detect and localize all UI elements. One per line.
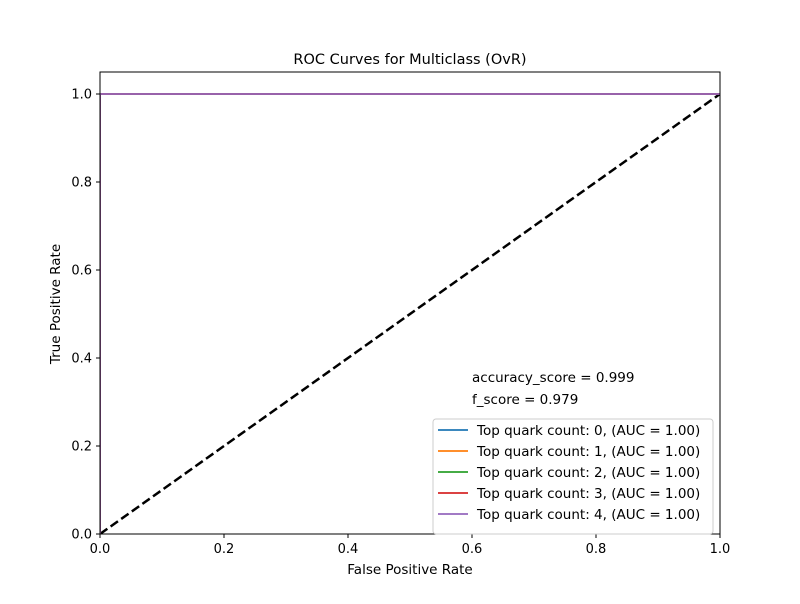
y-tick-label-1: 0.2 bbox=[71, 440, 92, 455]
x-tick-label-1: 0.2 bbox=[214, 542, 235, 557]
axis-ticks: 0.0 0.2 0.4 0.6 0.8 1.0 0.0 0.2 0.4 0.6 0.8 1.0 bbox=[71, 88, 730, 558]
x-tick-label-2: 0.4 bbox=[338, 542, 359, 557]
legend-label-2: Top quark count: 2, (AUC = 1.00) bbox=[476, 465, 700, 481]
legend: Top quark count: 0, (AUC = 1.00) Top quar… bbox=[432, 418, 714, 535]
plot-inner bbox=[100, 92, 720, 534]
y-axis-label: True Positive Rate bbox=[48, 244, 64, 365]
axes-frame bbox=[99, 71, 721, 535]
x-tick-label-4: 0.8 bbox=[586, 542, 607, 557]
legend-label-3: Top quark count: 3, (AUC = 1.00) bbox=[476, 486, 700, 502]
reference-diagonal-line bbox=[100, 92, 720, 534]
legend-label-0: Top quark count: 0, (AUC = 1.00) bbox=[476, 423, 700, 439]
legend-box bbox=[432, 418, 714, 535]
x-axis-label: False Positive Rate bbox=[347, 562, 472, 578]
y-tick-label-2: 0.4 bbox=[71, 352, 92, 367]
x-tick-label-5: 1.0 bbox=[710, 542, 731, 557]
chart-title: ROC Curves for Multiclass (OvR) bbox=[293, 52, 526, 68]
plot-area bbox=[99, 71, 721, 535]
y-tick-label-5: 1.0 bbox=[71, 88, 92, 103]
y-tick-label-4: 0.8 bbox=[71, 176, 92, 191]
annotation-1: f_score = 0.979 bbox=[472, 392, 578, 408]
y-tick-label-3: 0.6 bbox=[71, 264, 92, 279]
x-tick-label-3: 0.6 bbox=[462, 542, 483, 557]
series-line-4 bbox=[100, 93, 720, 534]
annotations: accuracy_score = 0.999 f_score = 0.979 bbox=[472, 370, 634, 408]
annotation-0: accuracy_score = 0.999 bbox=[472, 370, 634, 386]
legend-label-1: Top quark count: 1, (AUC = 1.00) bbox=[476, 444, 700, 460]
x-tick-label-0: 0.0 bbox=[90, 542, 111, 557]
y-tick-label-0: 0.0 bbox=[71, 528, 92, 543]
legend-label-4: Top quark count: 4, (AUC = 1.00) bbox=[476, 507, 700, 523]
